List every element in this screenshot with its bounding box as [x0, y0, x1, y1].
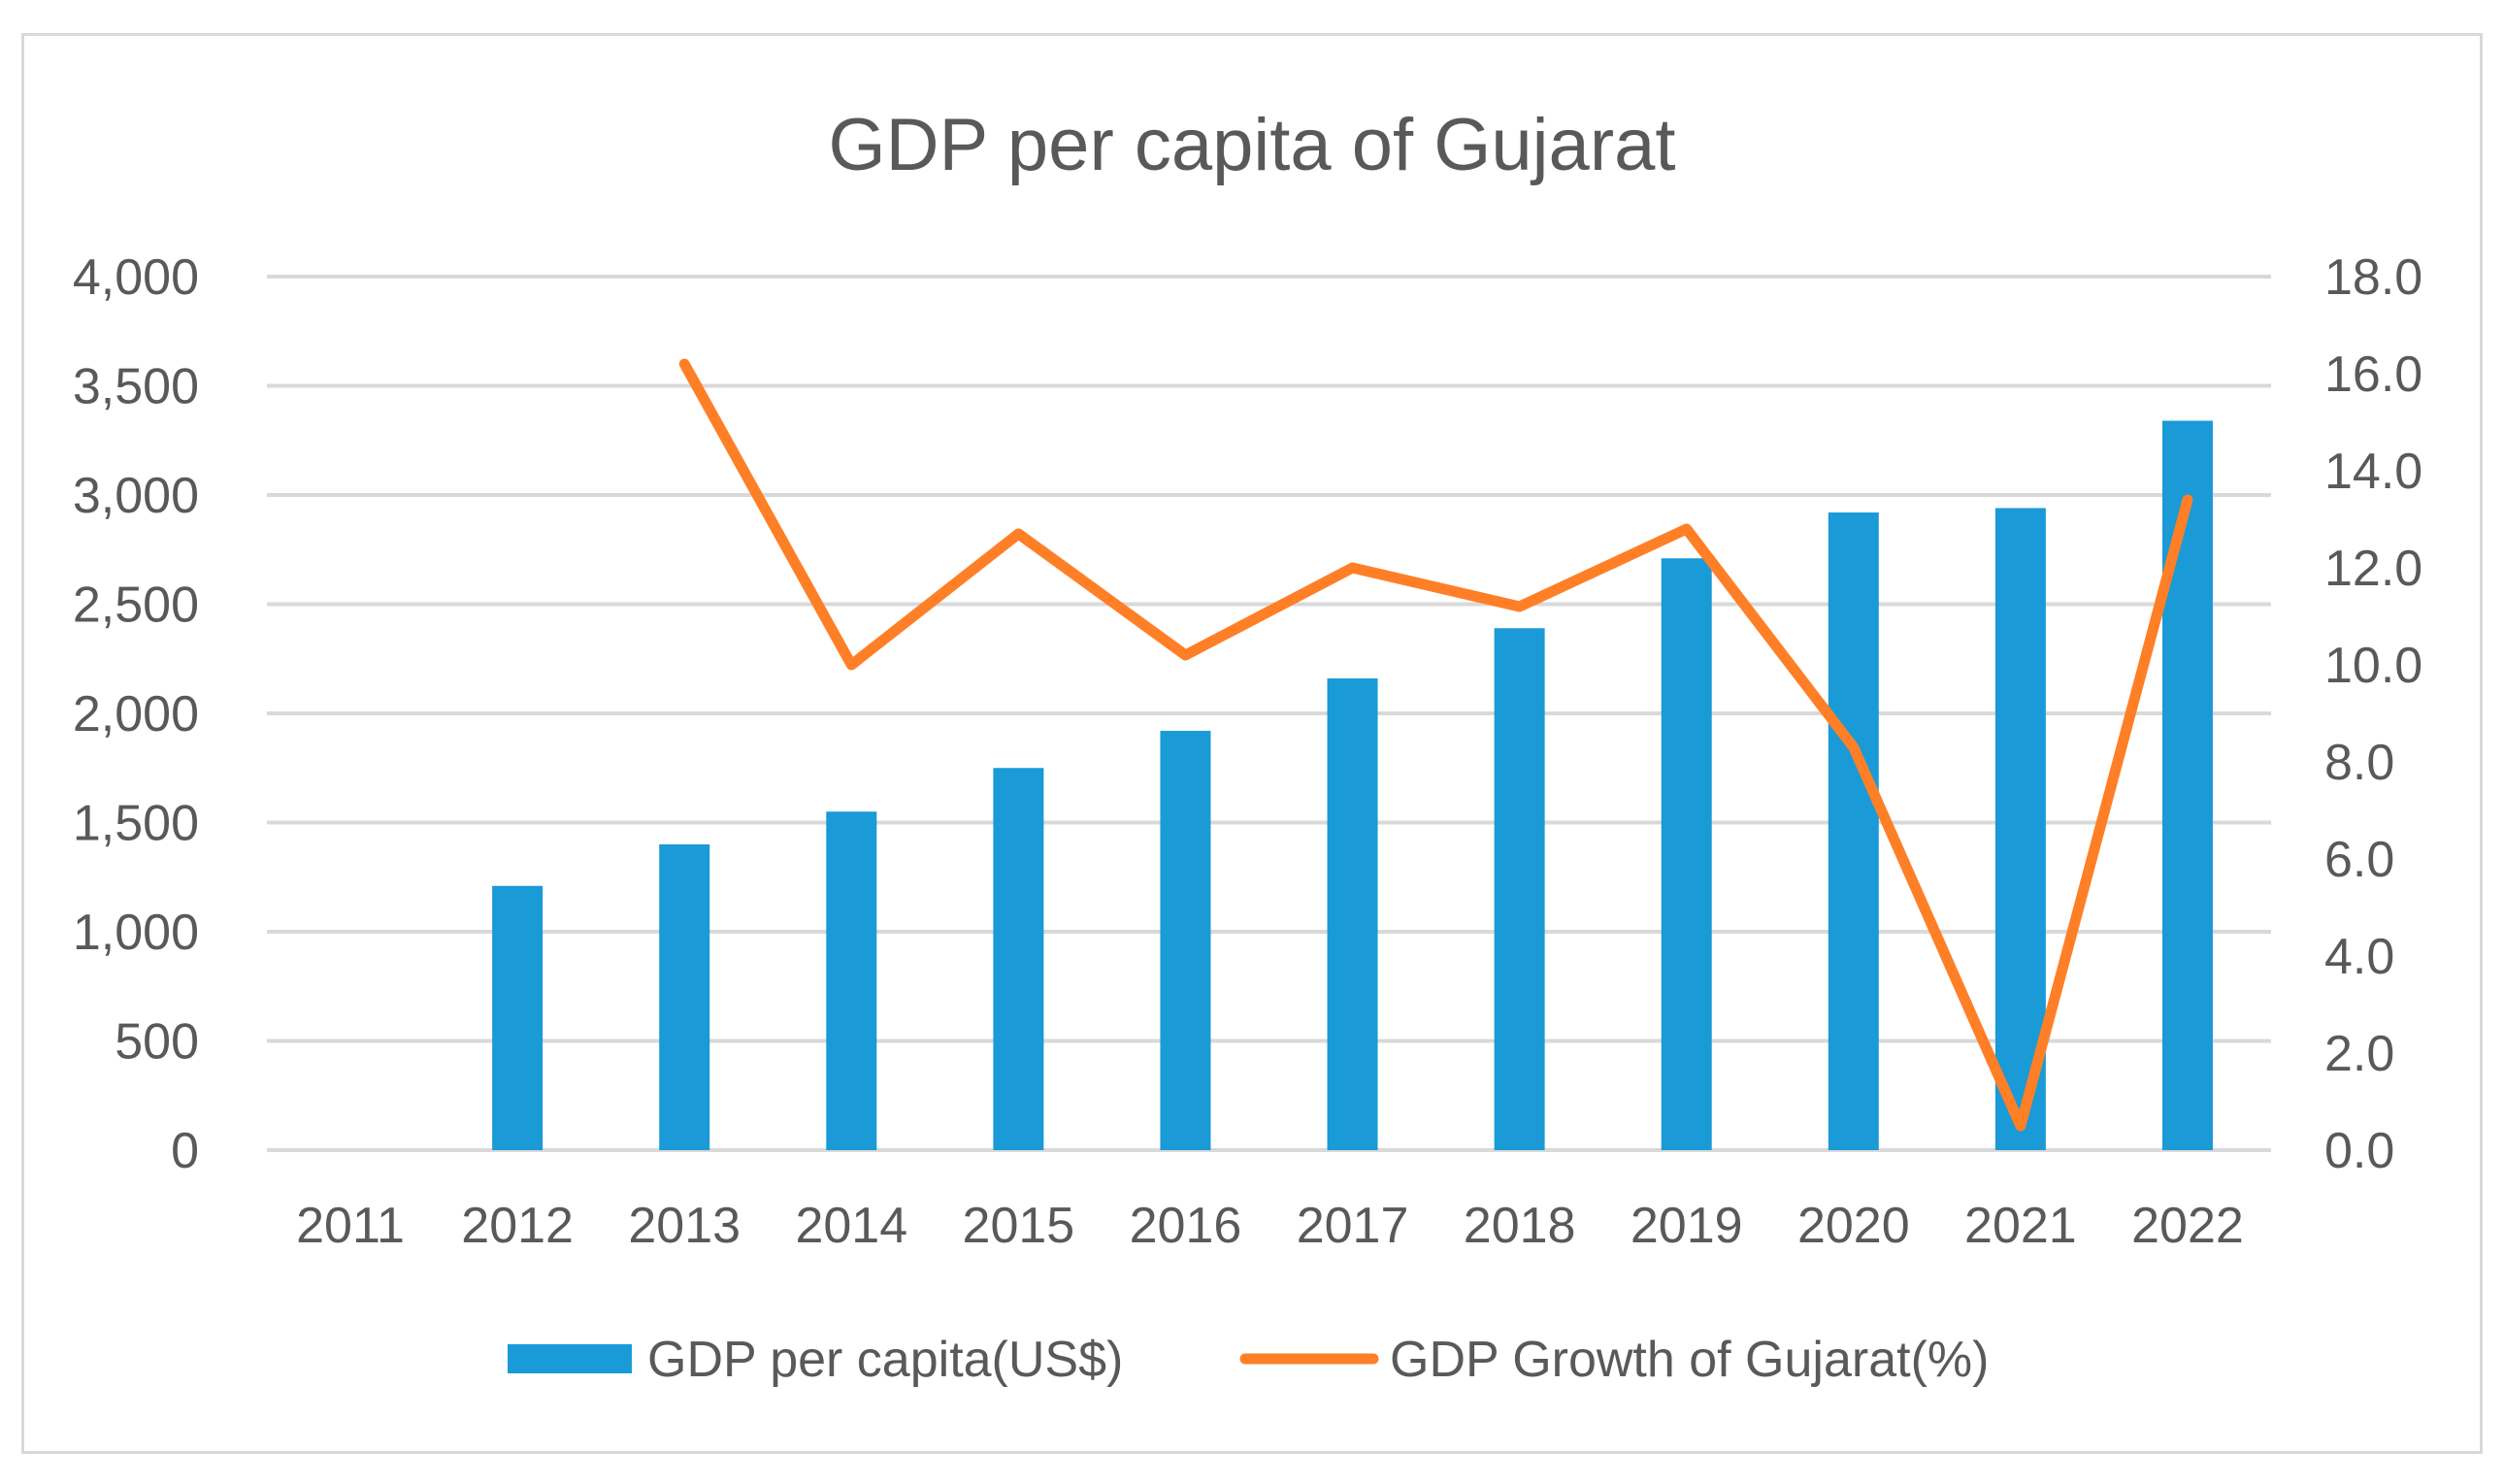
chart-frame — [21, 33, 2483, 1454]
left-tick-label: 4,000 — [73, 249, 199, 306]
line-point — [1685, 528, 1688, 530]
bar — [2161, 420, 2213, 1150]
left-tick-label: 0 — [171, 1123, 199, 1179]
bar — [826, 811, 877, 1150]
x-tick-label: 2020 — [1797, 1198, 1910, 1254]
x-axis-ticks: 2011 2012 2013 2014 2015 2016 2017 2018 2019 2020… — [296, 1198, 2244, 1254]
right-tick-label: 6.0 — [2324, 832, 2394, 888]
right-tick-label: 10.0 — [2324, 638, 2422, 694]
bar — [1661, 558, 1712, 1150]
left-tick-label: 1,500 — [73, 796, 199, 852]
bar — [993, 768, 1044, 1150]
bar — [1160, 731, 1211, 1150]
line-series — [678, 358, 2193, 1132]
line-point — [1184, 654, 1187, 656]
right-tick-label: 14.0 — [2324, 444, 2422, 500]
left-axis-ticks: 0 500 1,000 1,500 2,000 2,500 3,000 3,500 4,000 — [73, 249, 199, 1179]
right-tick-label: 2.0 — [2324, 1026, 2394, 1082]
right-tick-label: 0.0 — [2324, 1123, 2394, 1179]
x-tick-label: 2015 — [963, 1198, 1075, 1254]
line-point — [1518, 606, 1521, 608]
bar — [1327, 678, 1378, 1150]
left-tick-label: 3,500 — [73, 359, 199, 415]
x-tick-label: 2016 — [1130, 1198, 1242, 1254]
growth-line — [678, 358, 2193, 1132]
right-tick-label: 18.0 — [2324, 249, 2422, 306]
x-tick-label: 2013 — [628, 1198, 741, 1254]
x-tick-label: 2017 — [1297, 1198, 1409, 1254]
line-point — [1017, 533, 1020, 535]
line-point — [683, 363, 686, 365]
x-tick-label: 2022 — [2131, 1198, 2244, 1254]
left-tick-label: 1,000 — [73, 905, 199, 961]
bar — [1828, 512, 1879, 1150]
x-tick-label: 2011 — [296, 1198, 405, 1254]
x-tick-label: 2014 — [795, 1198, 907, 1254]
left-tick-label: 3,000 — [73, 468, 199, 524]
legend: GDP per capita(US$) GDP Growth of Gujara… — [508, 1332, 1989, 1388]
bar-series — [492, 420, 2213, 1150]
legend-bar-swatch — [508, 1344, 632, 1373]
line-point — [2019, 1125, 2022, 1127]
left-tick-label: 500 — [115, 1014, 199, 1071]
chart-title: GDP per capita of Gujarat — [828, 104, 1675, 186]
legend-line-label: GDP Growth of Gujarat(%) — [1390, 1332, 1989, 1388]
right-tick-label: 12.0 — [2324, 541, 2422, 597]
legend-bar-label: GDP per capita(US$) — [647, 1332, 1123, 1388]
right-axis-ticks: 0.0 2.0 4.0 6.0 8.0 10.0 12.0 14.0 16.0 18.0 — [2324, 249, 2422, 1179]
right-tick-label: 4.0 — [2324, 929, 2394, 985]
right-tick-label: 8.0 — [2324, 735, 2394, 791]
x-tick-label: 2019 — [1631, 1198, 1743, 1254]
bar — [492, 885, 544, 1150]
gridlines — [267, 275, 2271, 1152]
x-tick-label: 2018 — [1464, 1198, 1576, 1254]
x-tick-label: 2012 — [461, 1198, 574, 1254]
x-tick-label: 2021 — [1964, 1198, 2077, 1254]
left-tick-label: 2,000 — [73, 686, 199, 742]
bar — [1494, 628, 1545, 1150]
line-point — [1351, 567, 1354, 569]
right-tick-label: 16.0 — [2324, 346, 2422, 403]
left-tick-label: 2,500 — [73, 577, 199, 634]
line-point — [850, 664, 853, 666]
line-point — [1852, 746, 1855, 748]
bar — [659, 844, 710, 1150]
line-point — [2186, 499, 2189, 501]
